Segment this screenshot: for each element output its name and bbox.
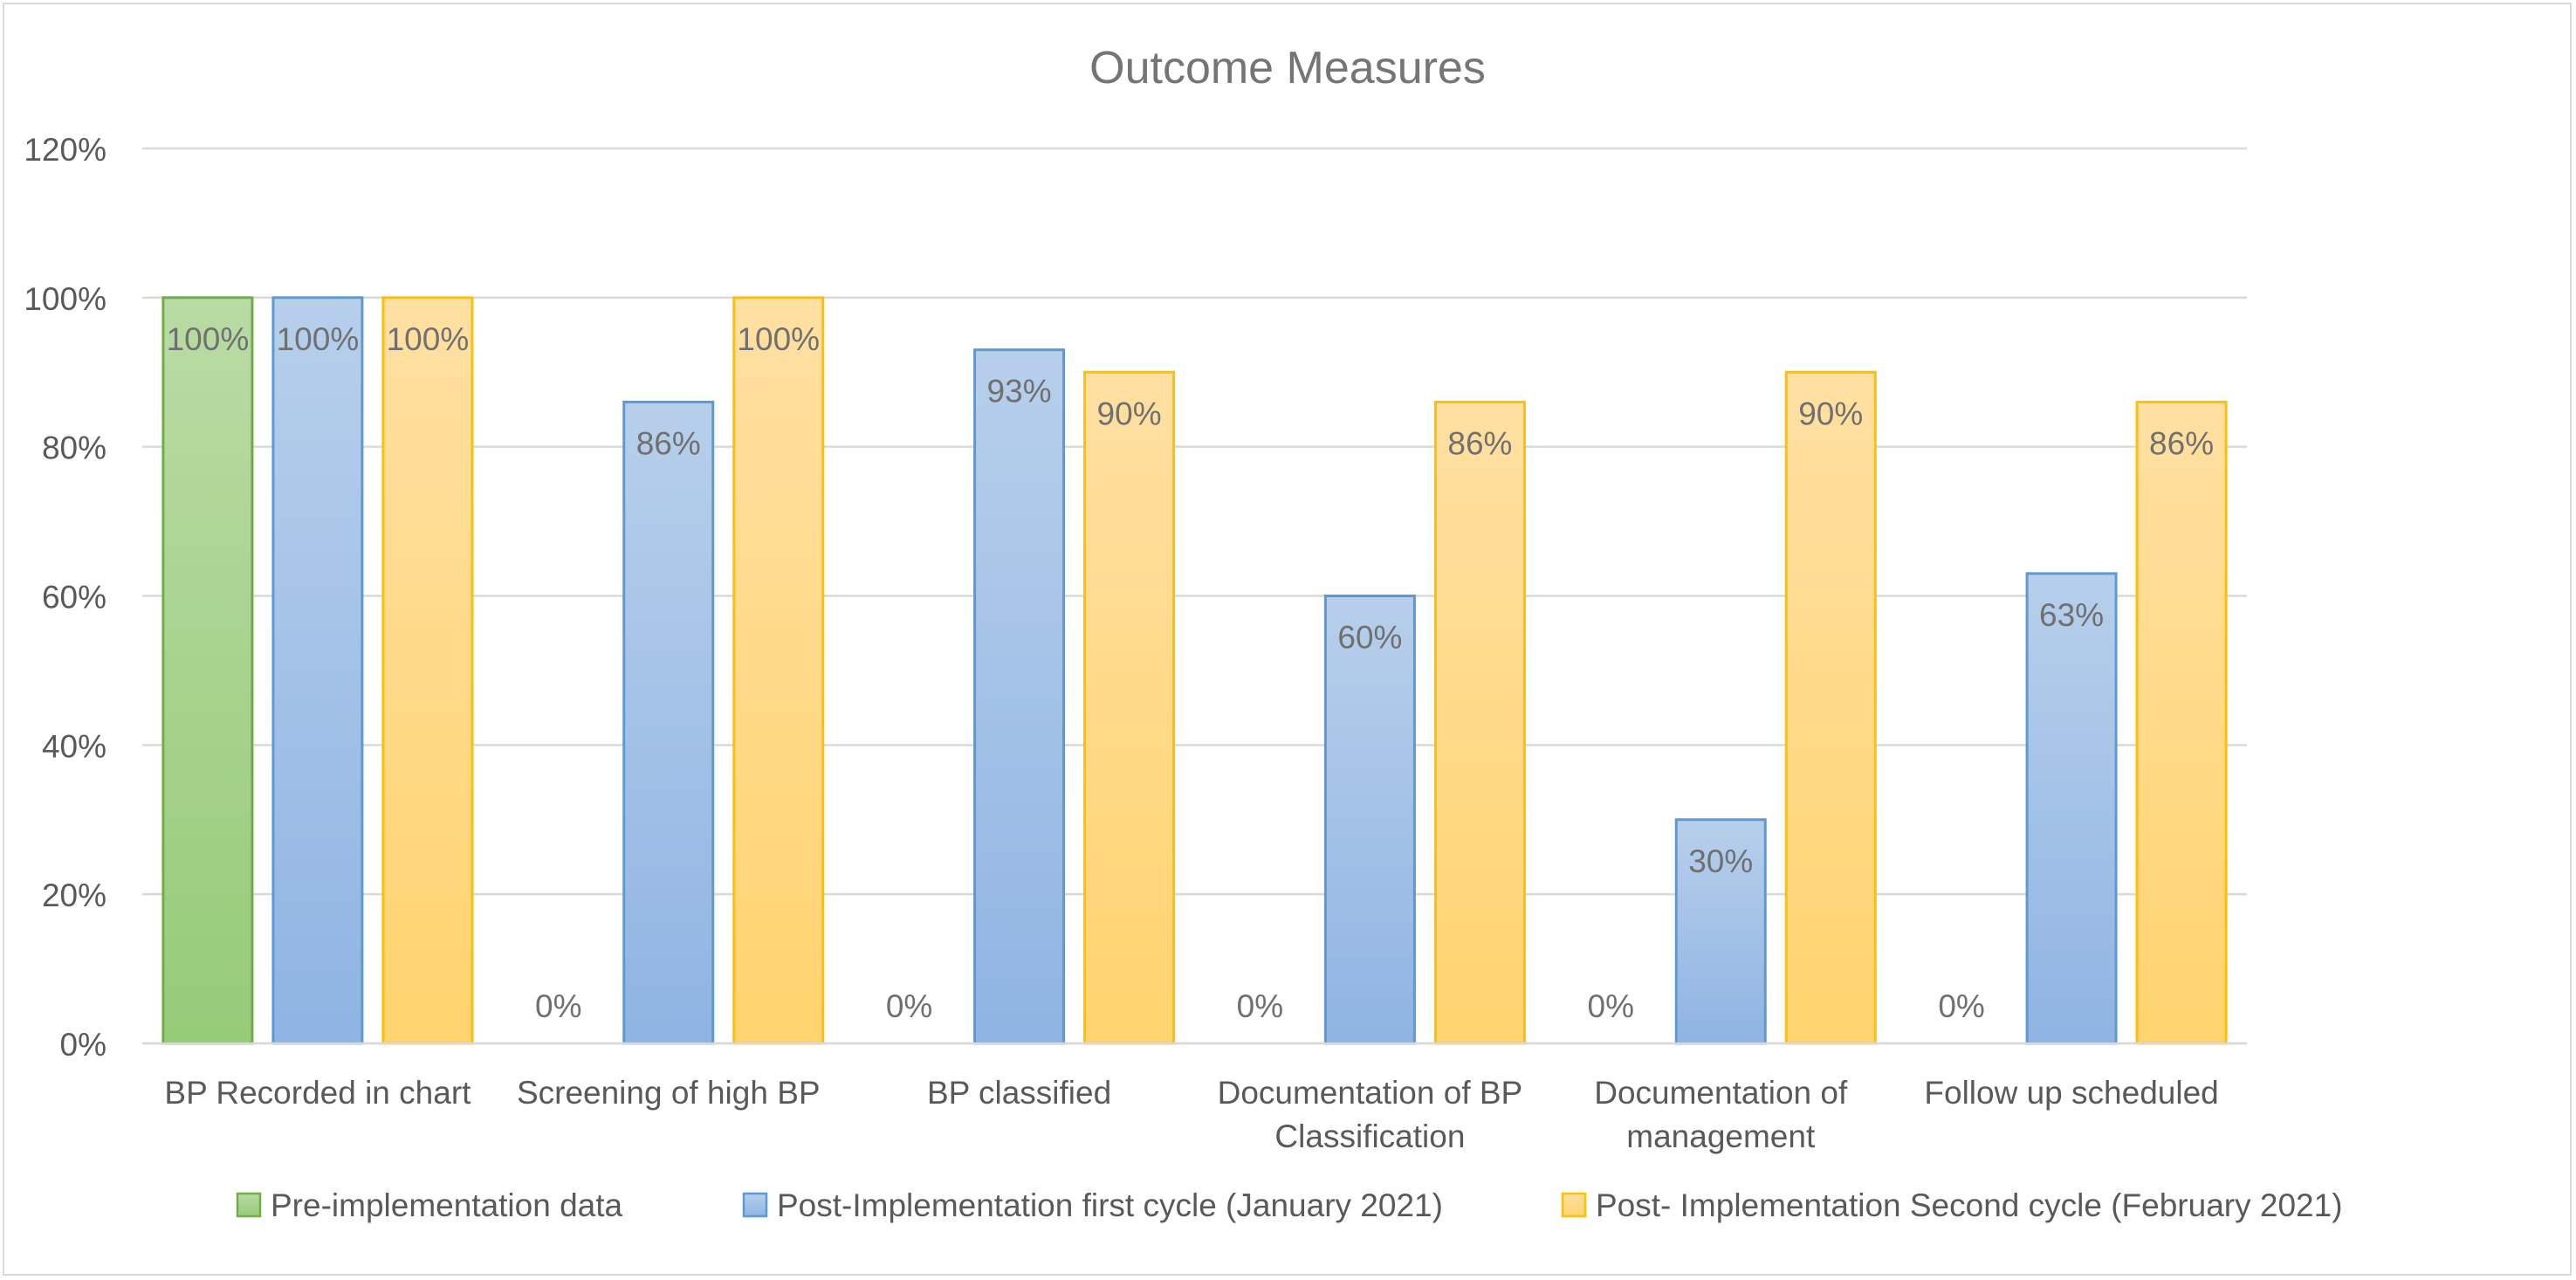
data-label: 0% bbox=[1938, 988, 1984, 1024]
legend-entry: Pre-implementation data bbox=[271, 1187, 623, 1223]
bar bbox=[161, 296, 254, 1045]
bar bbox=[1784, 370, 1877, 1045]
y-axis: 0% 20% 40% 60% 80% 100% 120% bbox=[24, 132, 106, 1063]
legend-entry: Post- Implementation Second cycle (Febru… bbox=[1596, 1187, 2343, 1223]
data-label: 86% bbox=[636, 425, 701, 461]
bar bbox=[2025, 572, 2118, 1045]
data-labels-group: 100% 100% 100% 0% 86% 100% 0% 93% 90% 0% 60% 86% 0% 3… bbox=[167, 321, 2215, 1024]
data-label: 86% bbox=[1447, 425, 1512, 461]
x-tick-label: BP classified bbox=[927, 1075, 1111, 1111]
y-tick-label: 0% bbox=[60, 1027, 106, 1063]
data-label: 90% bbox=[1798, 396, 1863, 431]
bar bbox=[1083, 370, 1176, 1045]
x-tick-label: Documentation of BP bbox=[1218, 1075, 1523, 1111]
bar bbox=[622, 400, 715, 1045]
legend: Pre-implementation data Post-Implementati… bbox=[236, 1187, 2343, 1223]
bars-group bbox=[161, 296, 2228, 1045]
x-axis: BP Recorded in chart Screening of high BP… bbox=[142, 1042, 2247, 1154]
bar bbox=[1433, 400, 1526, 1045]
y-tick-label: 40% bbox=[42, 728, 106, 764]
data-label: 60% bbox=[1337, 620, 1402, 656]
bar bbox=[381, 296, 474, 1045]
data-label: 100% bbox=[387, 321, 470, 357]
y-tick-label: 60% bbox=[42, 580, 106, 616]
data-label: 0% bbox=[1237, 988, 1283, 1024]
x-tick-label: management bbox=[1626, 1118, 1816, 1154]
legend-swatch bbox=[1561, 1192, 1587, 1218]
legend-entry: Post-Implementation first cycle (January… bbox=[777, 1187, 1443, 1223]
x-tick-label: Documentation of bbox=[1594, 1075, 1848, 1111]
bar bbox=[1674, 818, 1767, 1045]
data-label: 86% bbox=[2149, 425, 2214, 461]
data-label: 0% bbox=[1588, 988, 1634, 1024]
data-label: 63% bbox=[2039, 597, 2104, 633]
data-label: 93% bbox=[987, 374, 1052, 409]
chart-title: Outcome Measures bbox=[1089, 43, 1486, 93]
x-tick-label: Classification bbox=[1274, 1118, 1465, 1154]
bar bbox=[2135, 400, 2228, 1045]
bar bbox=[732, 296, 825, 1045]
legend-swatch bbox=[236, 1192, 262, 1218]
y-tick-label: 100% bbox=[24, 281, 106, 317]
data-label: 100% bbox=[737, 321, 820, 357]
data-label: 100% bbox=[167, 321, 250, 357]
data-label: 0% bbox=[886, 988, 932, 1024]
x-tick-label: BP Recorded in chart bbox=[164, 1075, 471, 1111]
bar bbox=[973, 348, 1066, 1045]
bar bbox=[1323, 595, 1416, 1045]
y-tick-label: 120% bbox=[24, 132, 106, 168]
bar bbox=[271, 296, 364, 1045]
y-tick-label: 20% bbox=[42, 877, 106, 913]
data-label: 0% bbox=[535, 988, 581, 1024]
data-label: 100% bbox=[277, 321, 360, 357]
data-label: 30% bbox=[1688, 843, 1753, 879]
y-tick-label: 80% bbox=[42, 430, 106, 466]
x-tick-label: Follow up scheduled bbox=[1924, 1075, 2218, 1111]
legend-swatch bbox=[742, 1192, 768, 1218]
x-tick-label: Screening of high BP bbox=[517, 1075, 821, 1111]
data-label: 90% bbox=[1097, 396, 1162, 431]
